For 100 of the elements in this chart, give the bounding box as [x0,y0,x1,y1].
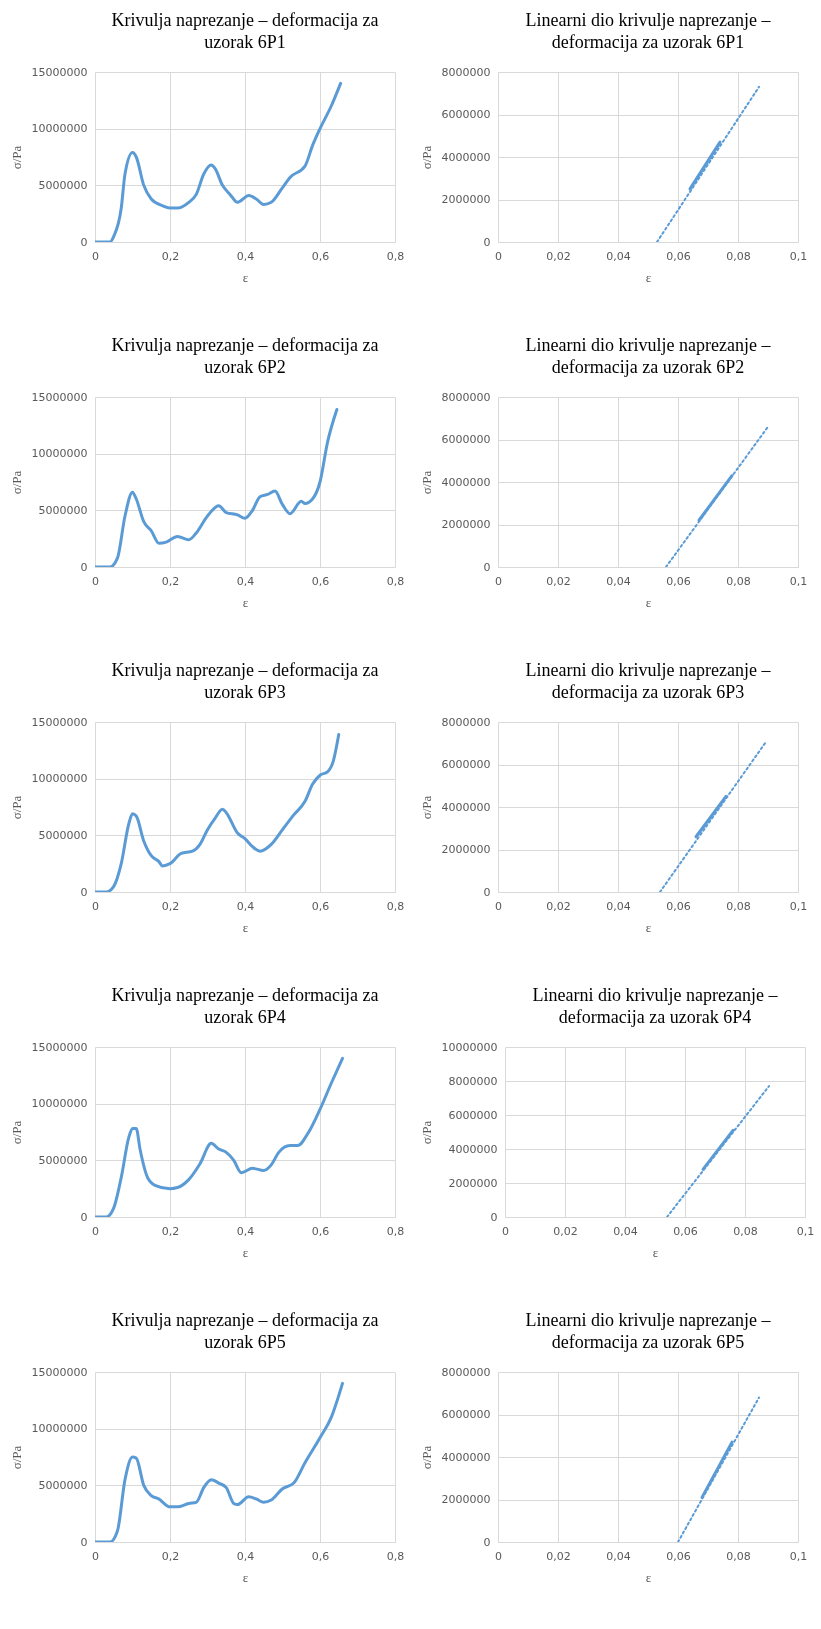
x-tick-label: 0,6 [311,1224,330,1238]
y-tick-label: 8000000 [441,65,491,79]
x-tick-label: 0,04 [606,249,631,263]
x-tick-label: 0 [92,574,99,588]
y-tick-label: 0 [80,1535,88,1549]
y-tick-label: 5000000 [38,828,88,842]
y-tick-label: 6000000 [441,758,491,771]
y-tick-label: 0 [80,560,88,574]
x-tick-label: 0,08 [733,1224,758,1238]
chart-title: Krivulja naprezanje – deformacija za uzorak 6P2 [111,335,379,377]
x-tick-label: 0,4 [236,899,255,913]
y-tick-label: 0 [483,885,491,899]
x-tick-label: 0 [92,1549,99,1563]
chart-title: Krivulja naprezanje – deformacija za uzorak 6P1 [111,10,379,52]
x-tick-label: 0,1 [789,1549,808,1563]
y-tick-label: 0 [483,560,491,574]
x-tick-label: 0,6 [311,574,330,588]
y-axis-title: σ/Pa [418,1445,434,1470]
x-tick-label: 0,08 [726,574,751,588]
x-tick-label: 0,06 [666,249,691,263]
x-axis-title: ε [242,269,249,285]
y-tick-label: 10000000 [31,122,88,136]
x-axis-title: ε [645,594,652,610]
x-tick-label: 0,1 [789,899,808,913]
line-series [95,1381,344,1542]
y-tick-label: 2000000 [441,518,491,531]
y-tick-label: 4000000 [441,1450,491,1464]
x-tick-label: 0,6 [311,249,330,263]
x-axis-title: ε [645,269,652,285]
y-tick-label: 2000000 [441,193,491,206]
x-tick-label: 0,2 [161,899,180,913]
x-tick-label: 0 [92,249,99,263]
chart-title: Linearni dio krivulje naprezanje – deformacija za uzorak 6P2 [525,335,772,377]
y-tick-label: 8000000 [448,1074,498,1088]
x-tick-label: 0,8 [386,1224,405,1238]
x-tick-label: 0,8 [386,574,405,588]
y-tick-label: 2000000 [441,843,491,856]
x-tick-label: 0,06 [666,574,691,588]
x-axis-title: ε [242,594,249,610]
x-tick-label: 0,02 [546,574,571,588]
chart-title: Krivulja naprezanje – deformacija za uzorak 6P4 [111,985,379,1027]
y-tick-label: 4000000 [448,1142,498,1156]
x-axis-title: ε [242,1244,249,1260]
x-tick-label: 0 [92,899,99,913]
x-tick-label: 0,04 [606,1549,631,1563]
x-tick-label: 0 [92,1224,99,1238]
y-tick-label: 5000000 [38,503,88,517]
y-tick-label: 15000000 [31,390,88,404]
y-tick-label: 0 [80,885,88,899]
x-tick-label: 0,2 [161,1549,180,1563]
y-axis-title: σ/Pa [8,1445,24,1470]
y-tick-label: 8000000 [441,390,491,404]
x-tick-label: 0,2 [161,249,180,263]
x-tick-label: 0,02 [546,1549,571,1563]
x-tick-label: 0 [502,1224,509,1238]
line-series [95,81,343,242]
x-tick-label: 0,04 [606,574,631,588]
y-tick-label: 10000000 [31,772,88,786]
y-tick-label: 10000000 [441,1040,498,1054]
y-tick-label: 15000000 [31,1365,88,1379]
y-axis-title: σ/Pa [8,1120,24,1145]
x-tick-label: 0,4 [236,249,255,263]
y-axis-title: σ/Pa [8,145,24,170]
x-tick-label: 0,02 [546,899,571,913]
line-series [95,1056,344,1217]
x-tick-label: 0,2 [161,1224,180,1238]
y-tick-label: 6000000 [441,433,491,446]
y-tick-label: 15000000 [31,715,88,729]
y-tick-label: 0 [80,1210,88,1224]
x-tick-label: 0,1 [789,249,808,263]
x-tick-label: 0,2 [161,574,180,588]
x-axis-title: ε [645,1569,652,1585]
y-tick-label: 4000000 [441,475,491,489]
y-axis-title: σ/Pa [8,470,24,495]
x-tick-label: 0,06 [673,1224,698,1238]
y-tick-label: 6000000 [448,1108,498,1122]
x-tick-label: 0,08 [726,1549,751,1563]
line-series [95,407,339,567]
x-tick-label: 0,4 [236,1224,255,1238]
x-tick-label: 0,6 [311,1549,330,1563]
y-tick-label: 5000000 [38,1478,88,1492]
x-tick-label: 0,4 [236,1549,255,1563]
y-axis-title: σ/Pa [418,145,434,170]
y-tick-label: 0 [490,1210,498,1224]
y-tick-label: 6000000 [441,108,491,121]
chart-title: Krivulja naprezanje – deformacija za uzorak 6P5 [111,1310,379,1352]
x-tick-label: 0,6 [311,899,330,913]
x-tick-label: 0,8 [386,1549,405,1563]
x-tick-label: 0,06 [666,1549,691,1563]
chart-title: Linearni dio krivulje naprezanje – deformacija za uzorak 6P4 [532,985,779,1027]
y-axis-title: σ/Pa [418,470,434,495]
y-tick-label: 15000000 [31,1040,88,1054]
y-tick-label: 5000000 [38,1153,88,1167]
y-tick-label: 0 [80,235,88,249]
x-tick-label: 0,06 [666,899,691,913]
chart-title: Linearni dio krivulje naprezanje – deformacija za uzorak 6P3 [525,660,772,702]
y-tick-label: 2000000 [448,1176,498,1190]
y-tick-label: 4000000 [441,800,491,814]
y-tick-label: 4000000 [441,150,491,164]
x-tick-label: 0,04 [613,1224,638,1238]
